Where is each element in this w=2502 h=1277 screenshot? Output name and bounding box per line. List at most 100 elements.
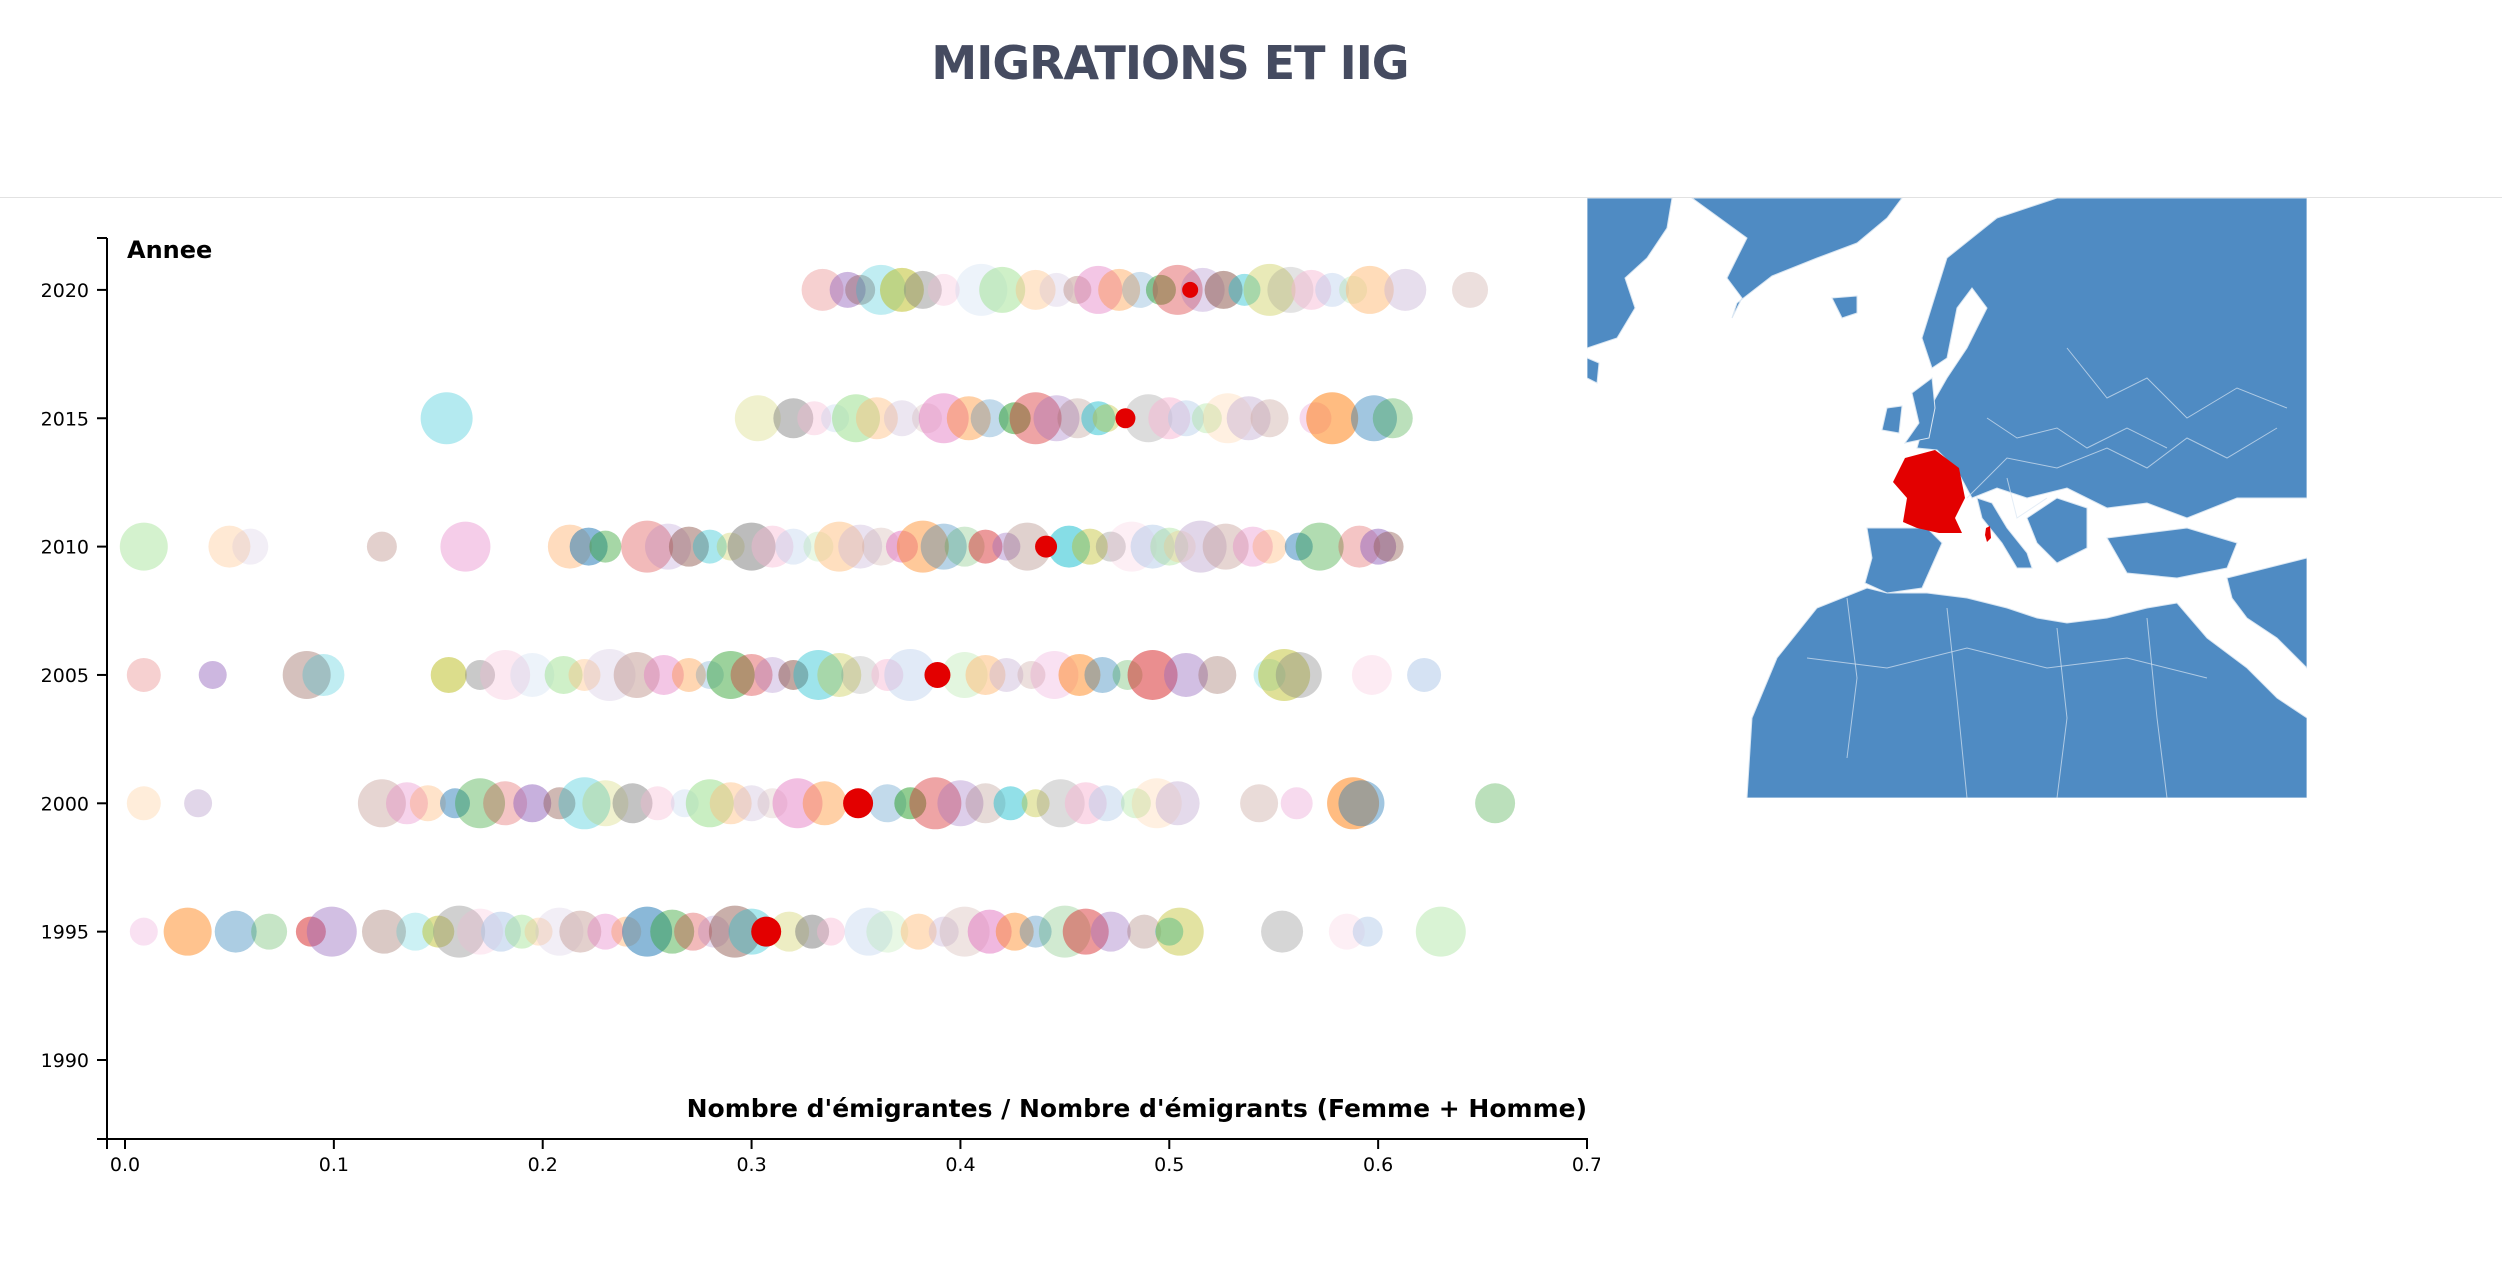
- country-point[interactable]: [1327, 777, 1380, 830]
- country-point[interactable]: [1064, 782, 1107, 825]
- country-point[interactable]: [1198, 655, 1237, 694]
- country-point[interactable]: [1017, 660, 1046, 689]
- country-point[interactable]: [1232, 526, 1273, 567]
- country-point[interactable]: [208, 525, 251, 568]
- map-country[interactable]: [1831, 295, 1858, 319]
- country-point[interactable]: [946, 396, 991, 441]
- map-country-france[interactable]: [1893, 450, 1965, 533]
- country-point[interactable]: [510, 652, 555, 697]
- country-point[interactable]: [706, 650, 755, 699]
- country-point[interactable]: [671, 657, 706, 692]
- country-point[interactable]: [420, 392, 473, 445]
- country-point[interactable]: [1352, 916, 1383, 947]
- country-point[interactable]: [1090, 911, 1131, 952]
- country-point[interactable]: [883, 400, 920, 437]
- country-point[interactable]: [757, 788, 788, 819]
- country-point[interactable]: [1328, 913, 1365, 950]
- country-point[interactable]: [440, 521, 491, 572]
- country-point[interactable]: [993, 786, 1028, 821]
- country-point[interactable]: [817, 652, 862, 697]
- country-point[interactable]: [1372, 398, 1413, 439]
- country-point[interactable]: [589, 530, 622, 563]
- country-point[interactable]: [163, 907, 212, 956]
- country-point[interactable]: [1360, 528, 1397, 565]
- country-point[interactable]: [543, 787, 576, 820]
- country-point[interactable]: [1373, 531, 1404, 562]
- country-point[interactable]: [1174, 520, 1227, 573]
- country-point[interactable]: [1202, 393, 1253, 444]
- country-point[interactable]: [1155, 907, 1204, 956]
- country-point[interactable]: [896, 520, 949, 573]
- country-point[interactable]: [465, 659, 496, 690]
- country-point[interactable]: [1167, 400, 1204, 437]
- country-point[interactable]: [582, 780, 629, 827]
- country-point[interactable]: [829, 271, 866, 308]
- country-point[interactable]: [918, 393, 969, 444]
- country-point[interactable]: [198, 660, 227, 689]
- country-point[interactable]: [306, 906, 357, 957]
- country-point[interactable]: [708, 905, 761, 958]
- country-point[interactable]: [903, 270, 942, 309]
- country-point[interactable]: [797, 401, 832, 436]
- highlighted-point[interactable]: [843, 788, 874, 819]
- country-point[interactable]: [692, 529, 727, 564]
- country-point[interactable]: [640, 786, 675, 821]
- country-point[interactable]: [1415, 906, 1466, 957]
- country-point[interactable]: [838, 524, 883, 569]
- map-country[interactable]: [2026, 497, 2088, 564]
- country-point[interactable]: [559, 910, 602, 953]
- country-point[interactable]: [126, 657, 161, 692]
- country-point[interactable]: [1048, 525, 1091, 568]
- country-point[interactable]: [868, 784, 907, 823]
- country-point[interactable]: [1275, 651, 1322, 698]
- country-point[interactable]: [504, 914, 539, 949]
- country-point[interactable]: [119, 522, 168, 571]
- country-point[interactable]: [909, 777, 962, 830]
- country-point[interactable]: [621, 520, 674, 573]
- map-country[interactable]: [1916, 198, 2307, 519]
- country-point[interactable]: [251, 913, 288, 950]
- country-point[interactable]: [775, 528, 812, 565]
- country-point[interactable]: [1267, 266, 1314, 313]
- map-country[interactable]: [1881, 405, 1903, 434]
- country-point[interactable]: [1315, 272, 1350, 307]
- country-point[interactable]: [568, 658, 601, 691]
- country-point[interactable]: [587, 913, 624, 950]
- country-point[interactable]: [1148, 397, 1191, 440]
- country-point[interactable]: [544, 655, 583, 694]
- country-point[interactable]: [816, 917, 845, 946]
- country-point[interactable]: [184, 789, 213, 818]
- country-point[interactable]: [795, 914, 830, 949]
- country-point[interactable]: [1098, 268, 1141, 311]
- country-point[interactable]: [1306, 392, 1359, 445]
- country-point[interactable]: [778, 659, 809, 690]
- country-point[interactable]: [1057, 398, 1098, 439]
- country-point[interactable]: [814, 521, 865, 572]
- country-point[interactable]: [650, 909, 695, 954]
- country-point[interactable]: [727, 522, 776, 571]
- country-point[interactable]: [1338, 780, 1385, 827]
- country-point[interactable]: [979, 266, 1026, 313]
- country-point[interactable]: [1261, 910, 1304, 953]
- country-point[interactable]: [430, 656, 467, 693]
- country-point[interactable]: [855, 397, 898, 440]
- country-point[interactable]: [524, 917, 553, 946]
- country-point[interactable]: [1291, 269, 1332, 310]
- country-point[interactable]: [1062, 908, 1109, 955]
- country-point[interactable]: [1038, 905, 1091, 958]
- country-point[interactable]: [1350, 395, 1397, 442]
- country-point[interactable]: [802, 781, 847, 826]
- country-point[interactable]: [1351, 654, 1392, 695]
- country-point[interactable]: [734, 395, 781, 442]
- map-country[interactable]: [1587, 198, 1673, 349]
- country-point[interactable]: [965, 783, 1006, 824]
- country-point[interactable]: [455, 778, 506, 829]
- country-point[interactable]: [772, 778, 823, 829]
- country-point[interactable]: [1407, 657, 1442, 692]
- map-country[interactable]: [2106, 527, 2238, 579]
- country-point[interactable]: [773, 398, 814, 439]
- country-point[interactable]: [944, 526, 985, 567]
- country-point[interactable]: [832, 394, 880, 443]
- country-point[interactable]: [129, 917, 158, 946]
- country-point[interactable]: [871, 658, 904, 691]
